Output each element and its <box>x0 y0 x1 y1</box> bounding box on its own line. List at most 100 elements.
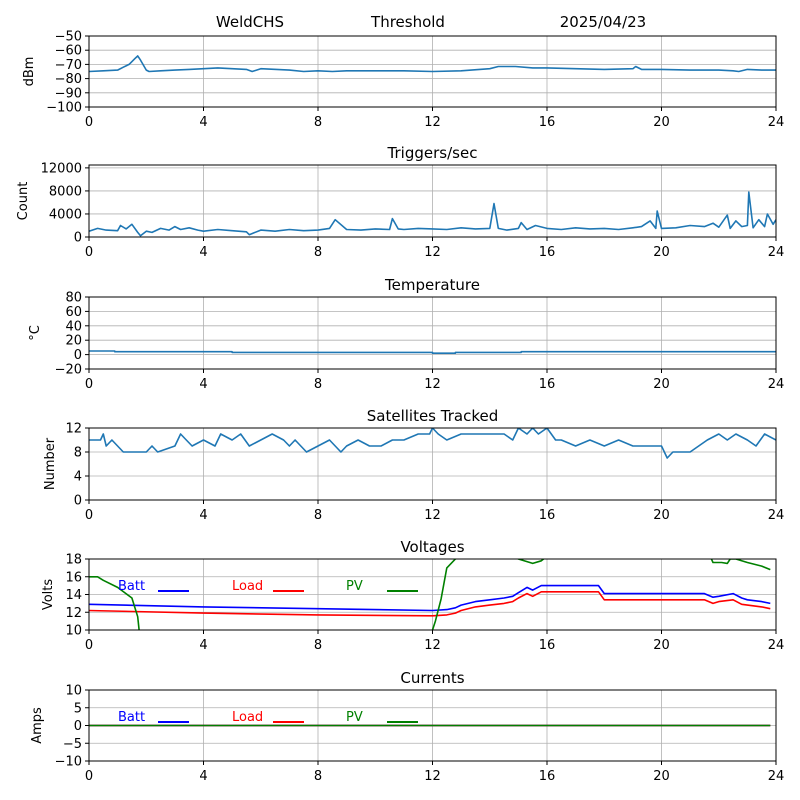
y-tick-label: 0 <box>74 494 82 509</box>
x-tick-label: 0 <box>85 769 93 784</box>
threshold-title: Threshold <box>370 13 445 31</box>
chart-triggers: 0 4 8 12 16 20 24 0 4000 8000 12000 Triggers/sec Cou… <box>16 144 784 260</box>
x-tick-label: 20 <box>653 245 670 260</box>
y-axis-label: °C <box>28 325 43 341</box>
y-tick-label: 8000 <box>49 184 82 199</box>
chart-voltages: 0 4 8 12 16 20 24 10 12 14 16 18 Voltages Volts Batt Lo… <box>41 538 784 653</box>
legend-label-load: Load <box>232 710 263 725</box>
y-tick-label: 14 <box>65 588 82 603</box>
chart-title: Voltages <box>400 538 464 556</box>
y-tick-label: 4000 <box>49 207 82 222</box>
x-tick-label: 8 <box>314 508 322 523</box>
y-tick-label: 5 <box>74 701 82 716</box>
x-tick-label: 20 <box>653 115 670 130</box>
y-tick-label: 0 <box>74 719 82 734</box>
y-tick-label: −20 <box>55 363 82 378</box>
y-tick-label: 18 <box>65 553 82 568</box>
y-tick-label: 16 <box>65 570 82 585</box>
chart-currents: 0 4 8 12 16 20 24 −10 −5 0 5 10 Currents Amps Batt Load… <box>30 669 784 784</box>
x-tick-label: 8 <box>314 115 322 130</box>
x-tick-label: 24 <box>768 769 785 784</box>
chart-title: Currents <box>400 669 464 687</box>
x-tick-label: 8 <box>314 245 322 260</box>
chart-threshold: 0 4 8 12 16 20 24 −50−60−70−80−90−100 dBm <box>22 30 784 131</box>
y-axis-label: Amps <box>30 707 45 744</box>
x-tick-label: 24 <box>768 245 785 260</box>
x-tick-label: 20 <box>653 769 670 784</box>
series-line-batt <box>89 584 771 612</box>
y-tick-label: −100 <box>46 101 82 116</box>
date-label: 2025/04/23 <box>560 13 646 31</box>
y-tick-label: −60 <box>55 44 82 59</box>
series-line-load <box>89 590 771 617</box>
y-tick-label: −80 <box>55 72 82 87</box>
y-tick-label: −50 <box>55 30 82 45</box>
y-tick-label: 20 <box>65 334 82 349</box>
y-tick-label: −70 <box>55 58 82 73</box>
y-tick-label: 8 <box>74 446 82 461</box>
x-tick-label: 24 <box>768 508 785 523</box>
x-tick-label: 16 <box>539 638 556 653</box>
x-tick-label: 24 <box>768 638 785 653</box>
x-tick-label: 4 <box>199 508 207 523</box>
chart-satellites: 0 4 8 12 16 20 24 0 4 8 12 Satellites Tracked Number <box>43 407 784 523</box>
x-tick-label: 8 <box>314 638 322 653</box>
x-tick-label: 4 <box>199 638 207 653</box>
x-tick-label: 12 <box>424 769 441 784</box>
legend-label-load: Load <box>232 579 263 594</box>
series-line-threshold <box>89 55 776 73</box>
y-tick-label: 12 <box>65 606 82 621</box>
y-tick-label: −90 <box>55 86 82 101</box>
y-axis-label: Number <box>43 437 58 490</box>
x-tick-label: 8 <box>314 769 322 784</box>
y-tick-label: 40 <box>65 319 82 334</box>
series-line-satellites <box>89 428 776 459</box>
x-tick-label: 0 <box>85 245 93 260</box>
y-tick-label: −5 <box>63 737 82 752</box>
x-tick-label: 4 <box>199 377 207 392</box>
x-tick-label: 4 <box>199 115 207 130</box>
legend-label-batt: Batt <box>118 579 145 594</box>
x-tick-label: 20 <box>653 638 670 653</box>
legend-label-batt: Batt <box>118 710 145 725</box>
x-tick-label: 0 <box>85 115 93 130</box>
station-name: WeldCHS <box>216 13 284 31</box>
x-tick-label: 16 <box>539 508 556 523</box>
x-tick-label: 20 <box>653 508 670 523</box>
y-axis-label: Volts <box>41 579 56 611</box>
y-tick-label: 10 <box>65 684 82 699</box>
y-axis-label: Count <box>16 182 31 221</box>
y-tick-label: 12000 <box>41 161 82 176</box>
series-line-pv <box>516 559 545 565</box>
x-tick-label: 16 <box>539 115 556 130</box>
chart-title: Satellites Tracked <box>367 407 498 425</box>
chart-title: Temperature <box>384 276 480 294</box>
y-tick-label: 0 <box>74 348 82 363</box>
x-tick-label: 16 <box>539 377 556 392</box>
chart-title: Triggers/sec <box>387 144 478 162</box>
series-line-pv <box>89 575 140 630</box>
x-tick-label: 12 <box>424 115 441 130</box>
legend-label-pv: PV <box>346 710 363 725</box>
x-tick-label: 12 <box>424 245 441 260</box>
x-tick-label: 4 <box>199 769 207 784</box>
y-tick-label: 12 <box>65 422 82 437</box>
y-tick-label: −10 <box>55 755 82 770</box>
series-line-pv <box>431 559 458 630</box>
y-tick-label: 60 <box>65 305 82 320</box>
x-tick-label: 0 <box>85 638 93 653</box>
x-tick-label: 24 <box>768 377 785 392</box>
y-tick-label: 80 <box>65 291 82 306</box>
x-tick-label: 0 <box>85 508 93 523</box>
series-line-pv <box>710 559 771 571</box>
legend-label-pv: PV <box>346 579 363 594</box>
x-tick-label: 0 <box>85 377 93 392</box>
x-tick-label: 16 <box>539 769 556 784</box>
y-tick-label: 10 <box>65 624 82 639</box>
y-tick-label: 0 <box>74 231 82 246</box>
x-tick-label: 12 <box>424 508 441 523</box>
x-tick-label: 12 <box>424 377 441 392</box>
